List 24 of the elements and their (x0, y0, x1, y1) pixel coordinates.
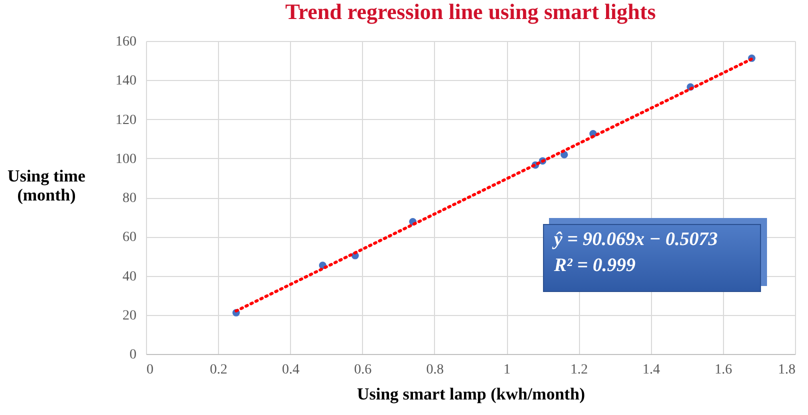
x-tick-label: 1.4 (642, 362, 660, 378)
x-tick-label: 0.8 (426, 362, 444, 378)
chart-title: Trend regression line using smart lights (285, 0, 656, 24)
y-tick-label: 120 (116, 112, 136, 128)
x-tick-label: 0.6 (354, 362, 372, 378)
x-axis-title: Using smart lamp (kwh/month) (356, 384, 586, 404)
y-tick-label: 20 (122, 308, 136, 324)
x-tick-label: 0 (146, 362, 154, 378)
x-tick-label: 1 (504, 362, 511, 378)
y-tick-label: 100 (116, 152, 136, 167)
x-tick-label: 0.4 (282, 362, 300, 378)
x-tick-label: 1.2 (570, 362, 588, 378)
y-tick-label: 140 (116, 74, 136, 89)
y-tick-label: 60 (122, 230, 136, 246)
y-tick-label: 0 (130, 348, 136, 362)
annotation: R² = 0.999 (554, 254, 636, 278)
y-tick-label: 80 (122, 191, 136, 206)
x-tick-label: 1.8 (778, 362, 796, 378)
y-tick-label: 40 (122, 269, 136, 284)
y-axis-title: Using time (month) (8, 166, 86, 204)
x-tick-label: 1.6 (714, 362, 732, 378)
y-tick-label: 160 (116, 34, 136, 50)
annotation: ŷ = 90.069x − 0.5073 (554, 228, 719, 252)
x-tick-label: 0.2 (210, 362, 228, 378)
